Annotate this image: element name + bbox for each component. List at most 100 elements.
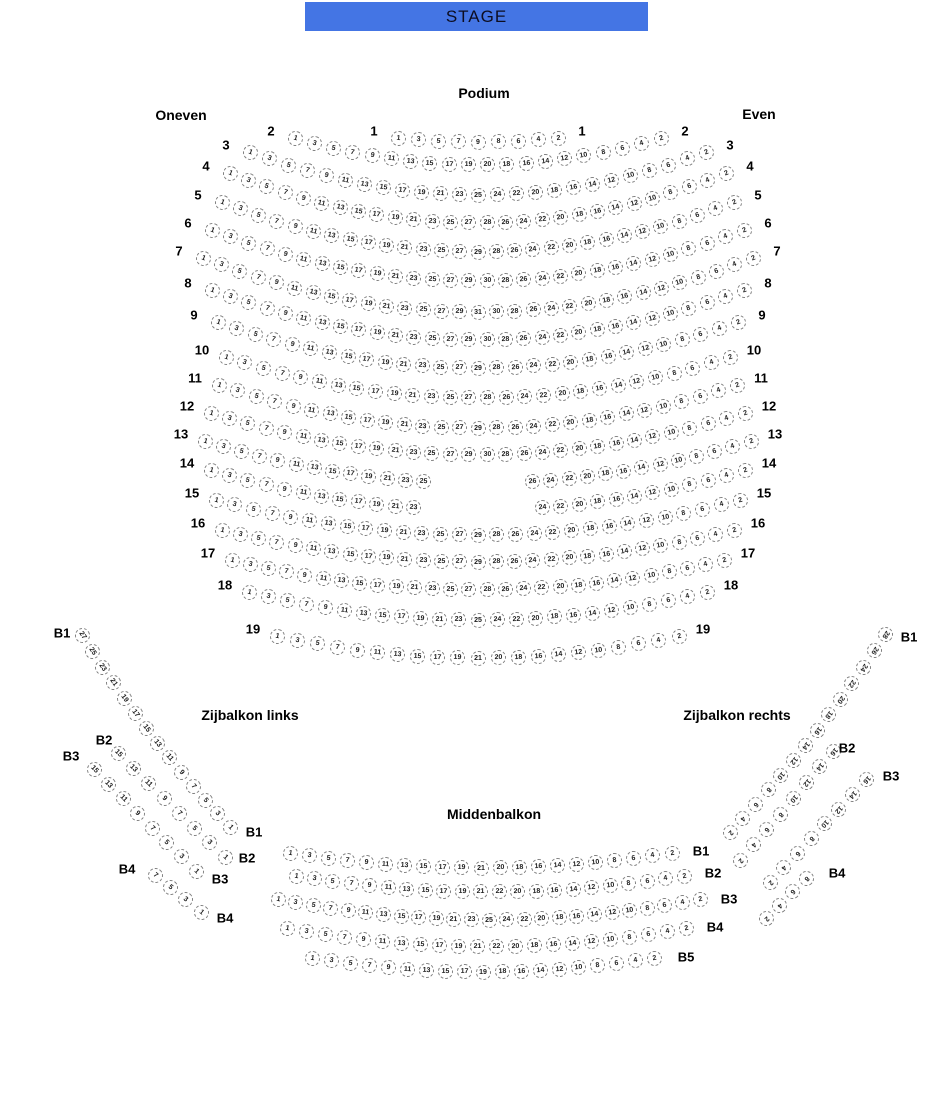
seat[interactable]: 16	[598, 408, 617, 426]
seat[interactable]: 13	[319, 515, 337, 533]
seat[interactable]: 29	[461, 273, 477, 289]
seat[interactable]: 9	[316, 166, 336, 185]
seat[interactable]: 16	[513, 963, 529, 980]
seat[interactable]: 27	[451, 420, 468, 436]
seat[interactable]: 17	[366, 382, 384, 400]
seat[interactable]: 10	[642, 566, 660, 584]
seat[interactable]: 11	[294, 249, 313, 269]
seat[interactable]: 19	[377, 414, 394, 431]
seat[interactable]: 22	[533, 580, 550, 596]
seat[interactable]: 18	[494, 964, 510, 980]
seat[interactable]: 1	[389, 129, 407, 147]
seat[interactable]: 9	[291, 368, 310, 387]
seat[interactable]: 9	[275, 423, 294, 442]
seat[interactable]: 19	[412, 610, 429, 627]
seat[interactable]: 3	[220, 466, 239, 485]
seat[interactable]: 17	[435, 859, 451, 876]
seat[interactable]: 18	[551, 909, 568, 926]
seat[interactable]: 18	[596, 465, 614, 483]
seat[interactable]: 22	[841, 672, 863, 694]
seat[interactable]: 17	[349, 493, 367, 511]
seat[interactable]: 22	[560, 470, 578, 487]
seat[interactable]: 8	[674, 504, 693, 523]
seat[interactable]: 1	[185, 860, 207, 882]
seat[interactable]: 13	[312, 431, 331, 450]
seat[interactable]: 26	[507, 419, 523, 435]
seat[interactable]: 12	[644, 428, 662, 446]
seat[interactable]: 6	[693, 500, 712, 519]
seat[interactable]: 1	[201, 403, 221, 423]
seat[interactable]: 31	[470, 304, 486, 320]
seat[interactable]: 5	[304, 896, 322, 915]
seat[interactable]: 21	[378, 470, 396, 487]
seat[interactable]: 27	[451, 244, 468, 260]
seat[interactable]: 4	[716, 287, 736, 307]
seat[interactable]: 9	[363, 147, 381, 165]
seat[interactable]: 14	[609, 376, 627, 395]
seat[interactable]: 1	[239, 582, 259, 602]
seat[interactable]: 3	[305, 134, 324, 153]
seat[interactable]: 7	[263, 504, 282, 523]
seat[interactable]: 15	[338, 517, 356, 535]
seat[interactable]: 9	[276, 304, 295, 323]
seat[interactable]: 15	[339, 347, 357, 366]
seat[interactable]: 12	[603, 904, 621, 922]
seat[interactable]: 28	[497, 446, 514, 463]
seat[interactable]: 18	[579, 547, 596, 565]
seat[interactable]: 4	[742, 834, 764, 856]
seat[interactable]: 17	[436, 883, 452, 899]
seat[interactable]: 2	[697, 582, 717, 602]
seat[interactable]: 16	[855, 768, 877, 790]
seat[interactable]: 3	[238, 170, 259, 190]
seat[interactable]: 2	[724, 192, 744, 212]
seat[interactable]: 3	[286, 893, 305, 912]
seat[interactable]: 23	[397, 471, 414, 489]
seat[interactable]: 25	[424, 330, 441, 347]
seat[interactable]: 22	[516, 911, 532, 928]
seat[interactable]: 13	[375, 906, 392, 923]
seat[interactable]: 14	[549, 857, 566, 874]
seat[interactable]: 5	[238, 414, 258, 433]
seat[interactable]: 24	[516, 388, 533, 405]
seat[interactable]: 25	[433, 243, 450, 259]
seat[interactable]: 9	[470, 134, 486, 150]
seat[interactable]: 22	[488, 939, 504, 955]
seat[interactable]: 1	[202, 220, 222, 240]
seat[interactable]: 9	[268, 451, 287, 470]
seat[interactable]: 7	[335, 928, 353, 946]
seat[interactable]: 13	[305, 459, 323, 477]
seat[interactable]: 13	[389, 646, 406, 663]
seat[interactable]: 3	[220, 227, 240, 247]
seat[interactable]: 20	[562, 353, 580, 371]
seat[interactable]: 6	[678, 559, 697, 578]
seat[interactable]: 29	[470, 527, 486, 543]
seat[interactable]: 14	[615, 543, 633, 561]
seat[interactable]: 21	[386, 442, 404, 460]
seat[interactable]: 3	[211, 255, 231, 275]
seat[interactable]: 9	[275, 480, 294, 498]
seat[interactable]: 28	[479, 582, 495, 598]
seat[interactable]: 21	[404, 387, 421, 404]
seat[interactable]: 24	[525, 417, 542, 435]
seat[interactable]: 6	[613, 139, 632, 158]
seat[interactable]: 6	[745, 793, 767, 815]
seat[interactable]: 26	[497, 214, 514, 231]
seat[interactable]: 9	[276, 245, 295, 264]
seat[interactable]: 20	[561, 549, 578, 567]
seat[interactable]: 16	[530, 648, 547, 664]
seat[interactable]: 10	[662, 423, 681, 442]
seat[interactable]: 12	[627, 372, 646, 391]
seat[interactable]: 6	[705, 442, 724, 461]
seat[interactable]: 6	[607, 955, 625, 972]
seat[interactable]: 5	[316, 925, 334, 944]
seat[interactable]: 25	[442, 581, 459, 598]
seat[interactable]: 7	[275, 183, 295, 203]
seat[interactable]: 25	[433, 553, 450, 570]
seat[interactable]: 10	[670, 273, 689, 293]
seat[interactable]: 22	[552, 497, 570, 515]
seat[interactable]: 22	[508, 185, 524, 202]
seat[interactable]: 16	[545, 936, 561, 953]
seat[interactable]: 24	[526, 525, 543, 542]
seat[interactable]: 13	[320, 344, 339, 362]
seat[interactable]: 24	[524, 241, 541, 258]
